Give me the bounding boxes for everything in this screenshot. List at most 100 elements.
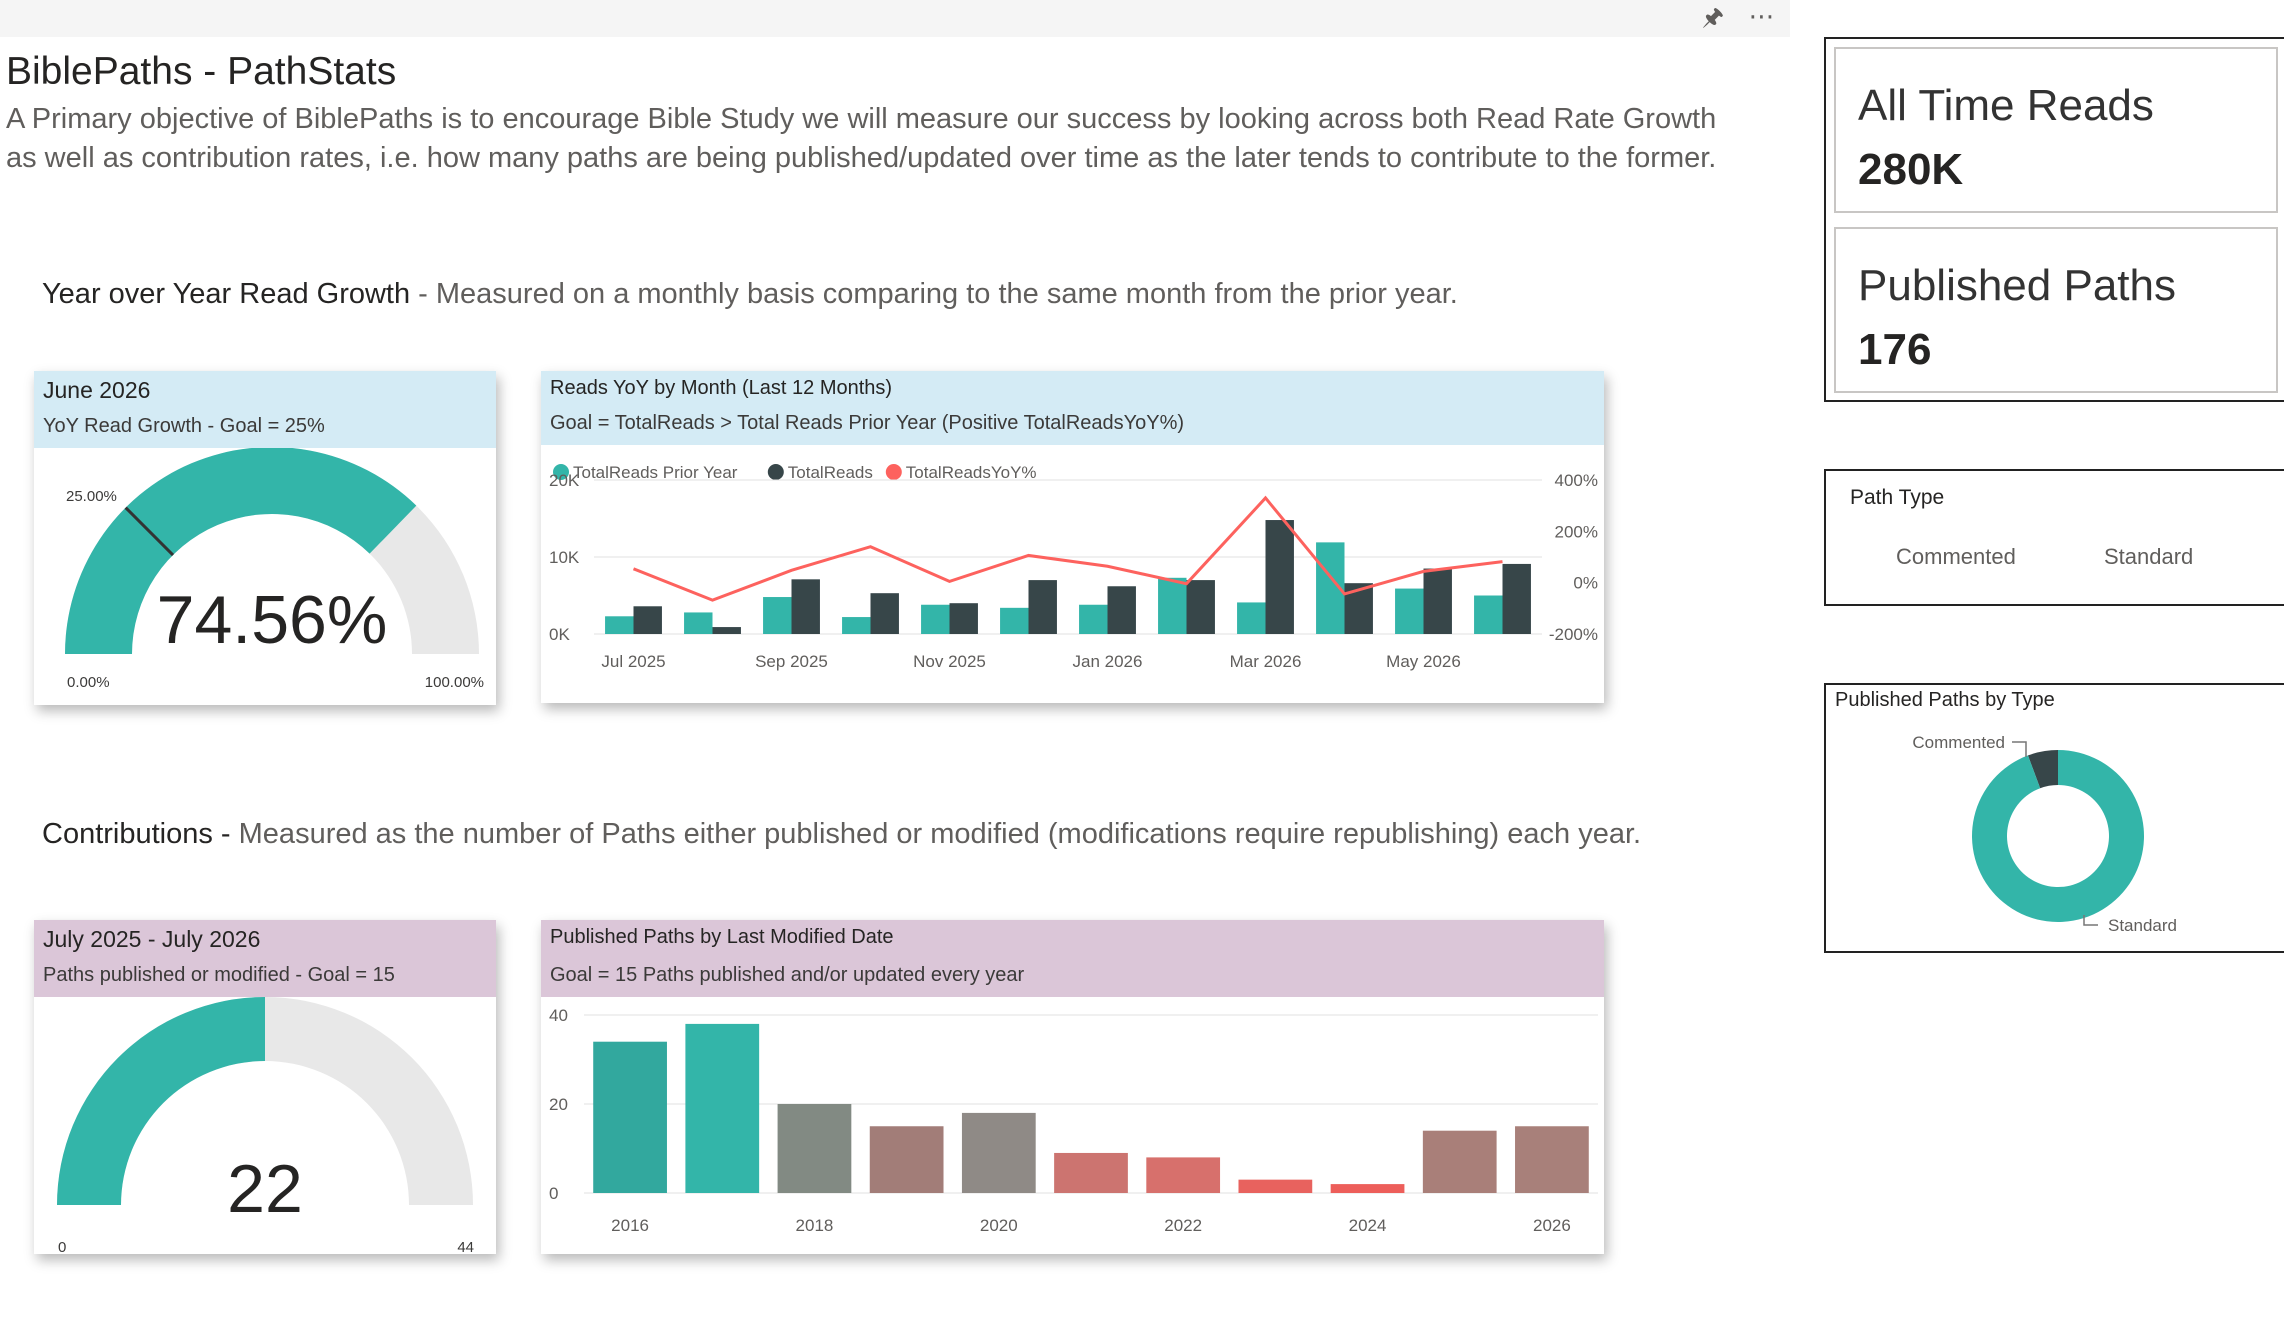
reads-chart-subtitle: Goal = TotalReads > Total Reads Prior Ye… [550,412,1185,434]
gauge-reads-target-marker [124,506,175,557]
bar-total-reads[interactable] [1186,580,1215,634]
path-type-slicer: Path Type Commented Standard [1824,469,2284,606]
section-heading-reads-title: Year over Year Read Growth [42,278,411,310]
slicer-option-standard[interactable]: Standard [2104,544,2194,569]
reads-chart-header: Reads YoY by Month (Last 12 Months) Goal… [541,371,1604,445]
gauge-paths-title: July 2025 - July 2026 [43,926,261,952]
line-total-reads-yoy[interactable] [632,495,1503,602]
x-tick: 2020 [980,1216,1018,1235]
donut-slice-standard[interactable] [1972,750,2144,922]
bar-total-reads[interactable] [1502,563,1531,634]
gauge-paths-fill [57,997,265,1205]
bar-total-reads[interactable] [712,627,741,634]
x-tick: Jan 2026 [1073,652,1143,671]
legend-label-0: TotalReads Prior Year [573,463,738,482]
paths-chart-header: Published Paths by Last Modified Date Go… [541,920,1604,997]
bar-prior-year[interactable] [1474,595,1503,635]
x-tick: May 2026 [1386,652,1461,671]
section-heading-contrib: Contributions - Measured as the number o… [42,818,1641,851]
bar-prior-year[interactable] [684,612,713,634]
legend-marker-2 [885,464,902,480]
section-heading-contrib-title: Contributions - [42,818,231,850]
page-title: BiblePaths - PathStats [6,50,397,93]
x-tick: Nov 2025 [913,652,986,671]
y-tick: 0 [549,1184,558,1203]
y-right-tick: -200% [1549,625,1598,644]
bar-published-paths[interactable] [1330,1184,1405,1193]
x-tick: 2022 [1164,1216,1202,1235]
bar-total-reads[interactable] [870,593,899,634]
page-description: A Primary objective of BiblePaths is to … [6,103,1717,174]
section-heading-reads: Year over Year Read Growth - Measured on… [42,278,1458,311]
more-options-icon[interactable]: ⋯ [1748,1,1776,31]
bar-published-paths[interactable] [961,1112,1036,1193]
kpi-group: All Time Reads 280K Published Paths 176 [1824,37,2284,402]
bar-published-paths[interactable] [1422,1130,1497,1193]
bar-published-paths[interactable] [869,1126,944,1193]
kpi-card-all-time-reads[interactable]: All Time Reads 280K [1834,47,2278,213]
bar-total-reads[interactable] [791,579,820,634]
section-heading-reads-text: - Measured on a monthly basis comparing … [410,278,1458,310]
kpi-card-published-paths[interactable]: Published Paths 176 [1834,227,2278,393]
pin-icon[interactable]: 🖈 [1701,4,1725,31]
bar-published-paths[interactable] [593,1041,667,1193]
gauge-reads-title: June 2026 [43,377,151,403]
slicer-title: Path Type [1850,486,1945,509]
paths-chart-subtitle: Goal = 15 Paths published and/or updated… [550,964,1025,986]
gauge-paths-subtitle: Paths published or modified - Goal = 15 [43,964,395,986]
bar-prior-year[interactable] [921,604,950,634]
bar-published-paths[interactable] [685,1023,760,1193]
x-tick: 2024 [1349,1216,1387,1235]
bar-total-reads[interactable] [1265,520,1294,634]
bar-published-paths[interactable] [777,1104,852,1193]
bar-prior-year[interactable] [842,617,871,634]
bar-published-paths[interactable] [1515,1126,1589,1193]
bar-total-reads[interactable] [1423,568,1452,634]
kpi-reads-value: 280K [1858,145,1964,194]
gauge-reads-header: June 2026 YoY Read Growth - Goal = 25% [34,371,496,448]
paths-chart-plot: 0 20 40 2016 2018 2020 2022 2024 2026 [549,1006,1598,1235]
section-heading-contrib-text: Measured as the number of Paths either p… [230,818,1642,850]
reads-chart-title: Reads YoY by Month (Last 12 Months) [550,377,893,399]
y-tick: 40 [549,1006,568,1025]
gauge-paths-max-label: 44 [457,1239,474,1254]
gauge-card-paths[interactable]: July 2025 - July 2026 Paths published or… [34,920,496,1254]
bar-prior-year[interactable] [1000,607,1029,634]
bar-prior-year[interactable] [605,616,634,634]
bar-total-reads[interactable] [1028,580,1057,634]
donut-leader-commented [2012,741,2027,757]
gauge-reads-min-label: 0.00% [67,674,110,691]
y-right-tick: 400% [1555,471,1598,490]
bar-total-reads[interactable] [633,606,662,634]
y-right-tick: 200% [1555,522,1598,541]
bar-prior-year[interactable] [1237,602,1266,634]
bar-prior-year[interactable] [1158,577,1187,634]
legend-marker-0 [553,464,569,480]
gauge-paths-value: 22 [227,1151,303,1227]
donut-card-paths-by-type[interactable]: Published Paths by Type Commented Standar… [1824,683,2284,953]
gauge-card-reads[interactable]: June 2026 YoY Read Growth - Goal = 25% 7… [34,371,496,705]
x-tick: Sep 2025 [755,652,828,671]
gauge-paths-min-label: 0 [58,1239,66,1254]
bar-prior-year[interactable] [763,597,792,634]
bar-published-paths[interactable] [1054,1152,1128,1193]
donut-label-commented: Commented [1912,733,2005,752]
bar-total-reads[interactable] [1107,586,1136,634]
gauge-reads-graphic: 74.56% 25.00% 0.00% 100.00% [65,448,484,691]
x-tick: 2016 [611,1216,649,1235]
x-tick: Jul 2025 [601,652,665,671]
legend-label-2: TotalReadsYoY% [906,463,1037,482]
bar-published-paths[interactable] [1238,1179,1313,1193]
bar-prior-year[interactable] [1395,588,1424,634]
bar-published-paths[interactable] [1146,1157,1221,1193]
donut-title: Published Paths by Type [1835,689,2055,711]
y-left-tick: 10K [549,548,580,567]
bar-prior-year[interactable] [1079,604,1108,634]
chart-card-reads-yoy[interactable]: Reads YoY by Month (Last 12 Months) Goal… [541,371,1604,703]
legend-marker-1 [767,464,784,480]
bar-total-reads[interactable] [949,603,978,634]
gauge-reads-subtitle: YoY Read Growth - Goal = 25% [43,415,325,437]
slicer-option-commented[interactable]: Commented [1896,544,2016,569]
donut-slice-commented[interactable] [2027,750,2058,789]
chart-card-published-paths[interactable]: Published Paths by Last Modified Date Go… [541,920,1604,1254]
